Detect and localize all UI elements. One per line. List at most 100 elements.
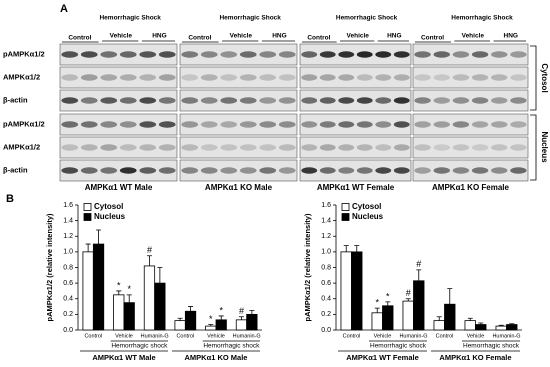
blot-strip [59, 43, 178, 66]
blot-strip [179, 89, 298, 112]
vehicle-header: Vehicle [462, 33, 485, 40]
panel-name: AMPKα1 WT Female [317, 183, 395, 192]
blot-band [278, 97, 296, 104]
blot-band [119, 97, 137, 104]
row-label: pAMPKα1/2 [3, 119, 45, 128]
blot-band [200, 144, 218, 151]
blot-band [433, 51, 450, 58]
bar [402, 300, 414, 331]
y-tick-label: 0.6 [321, 280, 331, 287]
bar [143, 265, 156, 331]
legend-label: Nucleus [352, 212, 384, 221]
y-tick-label: 1.4 [63, 217, 73, 224]
blot-band [181, 144, 199, 151]
blot-band [61, 144, 79, 151]
blot-band [433, 74, 450, 81]
y-tick-label: 0.6 [63, 280, 73, 287]
error-bar [436, 316, 442, 321]
blot-band [61, 51, 79, 58]
legend-swatch [341, 203, 350, 211]
blot-band [139, 74, 157, 81]
blot-band [393, 74, 410, 81]
shock-header: Hemorrhagic Shock [99, 15, 161, 22]
blot-band [393, 51, 410, 58]
x-tick-label: Control [343, 333, 361, 339]
blot-band [375, 97, 392, 104]
blot-strip [59, 66, 178, 89]
bar [174, 320, 186, 331]
blot-band [181, 167, 199, 174]
blot-band [375, 74, 392, 81]
blot-band [278, 74, 296, 81]
blot-band [491, 74, 508, 81]
significance-mark: * [209, 314, 213, 324]
x-tick-label: Vehicle [467, 333, 485, 339]
blot-band [510, 97, 527, 104]
group-name: AMPKα1 KO Male [185, 353, 248, 362]
error-bar [126, 294, 132, 303]
significance-mark: # [416, 259, 421, 269]
group-subtitle: Hemorrhagic shock [463, 343, 520, 350]
shock-header: Hemorrhagic Shock [336, 15, 398, 22]
blot-band [491, 97, 508, 104]
blot-strip [179, 43, 298, 66]
blot-band [414, 97, 431, 104]
bar [433, 320, 445, 331]
blot-band [220, 74, 238, 81]
blot-band [80, 121, 98, 128]
blot-band [80, 167, 98, 174]
blot-band [471, 144, 489, 151]
bar [382, 305, 394, 331]
blot-band [239, 97, 257, 104]
blot-band [200, 121, 218, 128]
blot-band [181, 51, 199, 58]
legend-swatch [83, 203, 92, 211]
blot-band [259, 74, 277, 81]
x-tick-label: Control [84, 333, 102, 339]
blot-band [119, 167, 137, 174]
panel-name: AMPKα1 KO Male [205, 183, 273, 192]
significance-mark: # [239, 306, 244, 316]
blot-strip [299, 89, 412, 112]
blot-band [181, 97, 199, 104]
blot-band [393, 97, 410, 104]
blot-band [414, 51, 431, 58]
shock-header: Hemorrhagic Shock [451, 15, 513, 22]
group-name: AMPKα1 WT Male [92, 353, 155, 362]
blot-band [491, 121, 508, 128]
blot-band [338, 51, 355, 58]
x-tick-label: Humanin-G [233, 333, 261, 339]
shock-header: Hemorrhagic Shock [219, 15, 281, 22]
blot-band [139, 144, 157, 151]
x-tick-label: Control [176, 333, 194, 339]
panel-label: B [6, 193, 14, 205]
panel-name: AMPKα1 KO Female [432, 183, 509, 192]
blot-strip [179, 66, 298, 89]
blot-band [158, 121, 176, 128]
bar [184, 310, 197, 331]
blot-strip [299, 159, 412, 182]
x-tick-label: Vehicle [374, 333, 392, 339]
blot-band [319, 144, 336, 151]
y-tick-label: 1.6 [321, 202, 331, 209]
blot-band [158, 144, 176, 151]
blot-band [319, 121, 336, 128]
blot-band [452, 74, 470, 81]
blot-strip [299, 66, 412, 89]
vehicle-header: Vehicle [230, 33, 253, 40]
blot-band [200, 97, 218, 104]
blot-band [356, 51, 373, 58]
bar [413, 280, 425, 331]
control-header: Control [188, 35, 211, 42]
blot-band [471, 51, 489, 58]
blot-band [278, 51, 296, 58]
x-tick-label: Humanin-G [399, 333, 427, 339]
blot-band [338, 144, 355, 151]
blot-band [158, 74, 176, 81]
legend-label: Cytosol [352, 202, 381, 211]
blot-band [100, 144, 118, 151]
group-subtitle: Hemorrhagic shock [370, 343, 427, 350]
hng-header: HNG [272, 33, 286, 40]
blot-band [338, 121, 355, 128]
y-tick-label: 0.8 [63, 264, 73, 271]
